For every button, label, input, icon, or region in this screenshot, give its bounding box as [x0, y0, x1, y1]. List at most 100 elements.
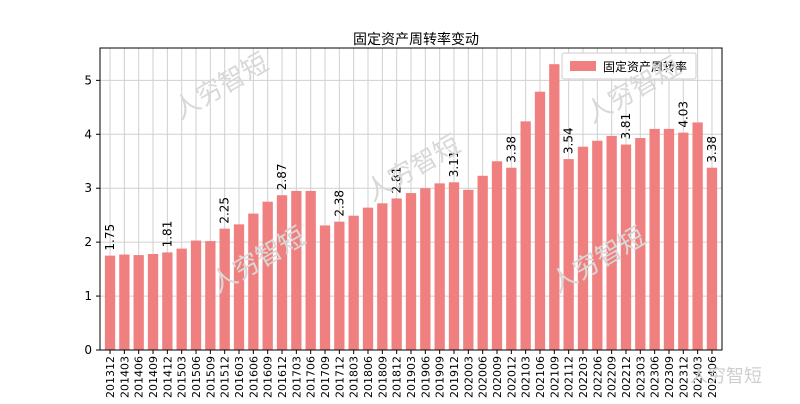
x-tick-label: 201503 — [176, 356, 189, 398]
bar — [319, 225, 331, 350]
x-tick-label: 201509 — [204, 356, 217, 398]
legend-frame — [561, 52, 697, 80]
data-label: 2.81 — [390, 167, 404, 194]
x-tick-label: 201812 — [391, 356, 404, 398]
x-tick-label: 201903 — [405, 356, 418, 398]
bar — [706, 167, 718, 350]
legend-swatch — [570, 61, 596, 71]
bar — [606, 135, 617, 350]
bar — [592, 140, 603, 350]
data-label: 3.11 — [447, 151, 461, 178]
data-label: 1.81 — [160, 221, 174, 248]
x-tick-label: 201512 — [219, 356, 232, 398]
plot-frame — [99, 47, 723, 351]
bar — [692, 122, 703, 351]
bar — [405, 193, 417, 350]
bar — [434, 183, 445, 350]
x-tick-label: 202106 — [534, 356, 547, 398]
bar — [391, 198, 402, 350]
bar — [678, 132, 689, 350]
bar — [119, 254, 130, 350]
bar — [620, 144, 632, 350]
y-tick-label: 1 — [84, 289, 92, 303]
x-tick-label: 201612 — [276, 356, 289, 398]
bar — [420, 188, 431, 350]
x-tick-label: 201606 — [247, 356, 260, 398]
bar — [233, 224, 245, 350]
watermark-corner: 人穷智短 — [690, 366, 762, 387]
x-tick-label: 201406 — [133, 356, 146, 398]
bar — [291, 190, 302, 350]
x-tick-label: 201809 — [376, 356, 389, 398]
x-tick-label: 202103 — [520, 356, 533, 398]
bar — [534, 91, 546, 351]
x-tick-label: 201409 — [147, 356, 160, 398]
data-label: 4.03 — [676, 101, 690, 128]
y-tick-label: 3 — [84, 181, 92, 195]
x-tick-label: 202309 — [663, 356, 676, 398]
x-tick-label: 202003 — [462, 356, 475, 398]
x-tick-label: 202209 — [606, 356, 619, 398]
bar — [649, 128, 660, 350]
y-tick-label: 4 — [84, 127, 92, 141]
bar — [205, 241, 216, 350]
x-tick-label: 202112 — [563, 356, 576, 398]
bars — [104, 64, 718, 351]
x-tick-label: 201806 — [362, 356, 375, 398]
legend-label: 固定资产周转率 — [603, 59, 687, 74]
bar — [520, 121, 531, 350]
x-tick-label: 201909 — [434, 356, 447, 398]
bar — [463, 189, 474, 350]
x-tick-label: 202303 — [634, 356, 647, 398]
x-tick-label: 202012 — [505, 356, 518, 398]
x-tick-label: 202009 — [491, 356, 504, 398]
bar — [635, 138, 646, 350]
bar — [162, 252, 173, 350]
data-label: 2.38 — [332, 190, 346, 217]
x-tick-label: 201703 — [290, 356, 303, 398]
bar — [506, 167, 517, 350]
data-label: 3.81 — [619, 113, 633, 140]
data-label: 1.75 — [103, 224, 117, 251]
x-tick-label: 202312 — [677, 356, 690, 398]
x-tick-label: 201403 — [118, 356, 131, 398]
data-labels: 1.75 1.81 2.25 2.87 2.38 2.81 3.11 3.38 3.54 3.81… — [103, 101, 719, 251]
y-tick-label: 5 — [84, 73, 92, 87]
bar — [176, 248, 187, 350]
legend: 固定资产周转率 — [561, 52, 697, 80]
y-tick-label: 0 — [84, 343, 92, 357]
data-label: 3.38 — [705, 136, 719, 163]
bar — [262, 201, 273, 350]
x-tick-label: 202006 — [477, 356, 490, 398]
bar — [477, 175, 488, 350]
bar — [491, 161, 503, 350]
x-tick-label: 202203 — [577, 356, 590, 398]
data-label: 3.38 — [504, 136, 518, 163]
bar — [577, 146, 589, 350]
x-tick-label: 202109 — [548, 356, 561, 398]
x-tick-label: 201803 — [348, 356, 361, 398]
data-label: 2.87 — [275, 164, 289, 191]
x-tick-label: 201312 — [104, 356, 117, 398]
data-label: 3.54 — [562, 127, 576, 154]
x-tick-label: 202206 — [591, 356, 604, 398]
x-tick-label: 201712 — [333, 356, 346, 398]
x-tick-label: 202306 — [649, 356, 662, 398]
x-tick-label: 202406 — [706, 356, 719, 398]
data-label: 2.25 — [218, 197, 232, 224]
bar — [663, 128, 675, 350]
x-tick-label: 201603 — [233, 356, 246, 398]
bar — [334, 221, 345, 350]
x-tick-label: 201609 — [262, 356, 275, 398]
bar — [276, 195, 288, 350]
x-tick-label: 201912 — [448, 356, 461, 398]
bar — [377, 203, 388, 350]
x-tick-label: 201709 — [319, 356, 332, 398]
bar — [549, 64, 560, 350]
chart-title: 固定资产周转率变动 — [353, 31, 479, 48]
bar — [362, 207, 374, 350]
bar — [563, 159, 574, 350]
